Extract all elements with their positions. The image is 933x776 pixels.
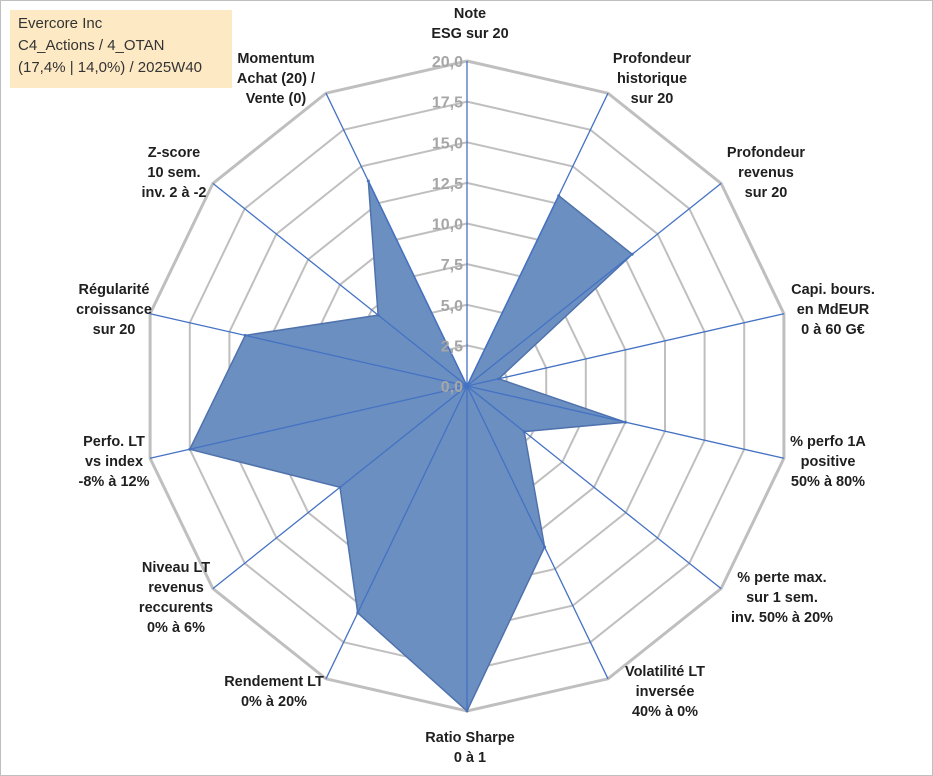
axis-label: Volatilité LT inversée 40% à 0% [625,662,705,722]
axis-spoke [466,313,785,387]
axis-label-line: Régularité [78,282,150,298]
axis-spoke [466,385,722,590]
axis-label: % perfo 1A positive 50% à 80% [790,432,866,492]
tick-label: 10,0 [432,217,463,234]
series-area [188,180,634,713]
axis-label: % perte max. sur 1 sem. inv. 50% à 20% [731,568,833,628]
axis-label-line: Volatilité LT [624,664,706,680]
axis-label: Régularité croissance sur 20 [76,280,152,340]
axis-label-line: revenus [148,580,204,596]
axis-label-line: Rendement LT [224,674,324,690]
tick-label: 5,0 [441,298,463,315]
axis-label: Perfo. LT vs index -8% à 12% [79,432,150,492]
info-box: Evercore Inc C4_Actions / 4_OTAN (17,4% … [10,10,232,88]
tick-layer: 0,0 2,5 5,0 7,5 10,0 12,5 15,0 17,5 20,0 [432,54,463,396]
tick-label: 12,5 [432,176,463,193]
axis-label: Rendement LT 0% à 20% [224,672,324,712]
axis-label-line: 50% à 80% [790,474,866,490]
tick-label: 17,5 [432,95,463,112]
info-category: C4_Actions / 4_OTAN [18,37,165,54]
axis-label-line: 10 sem. [147,165,201,181]
axis-label-line: inversée [635,684,695,700]
axis-label-line: Momentum [237,51,315,67]
axis-label-line: Capi. bours. [791,282,875,298]
tick-label: 2,5 [441,338,463,355]
axis-label-line: inv. 50% à 20% [730,610,834,626]
axis-label: Momentum Achat (20) / Vente (0) [237,49,315,109]
axis-label-line: Note [453,6,487,22]
axis-label-line: croissance [76,302,152,318]
axis-spoke [212,385,468,590]
axis-label: Note ESG sur 20 [431,4,508,44]
tick-label: 20,0 [432,54,463,71]
axis-spoke [466,385,785,459]
axis-label-line: 0% à 20% [240,694,308,710]
axis-label-line: Vente (0) [245,91,307,107]
tick-label: 0,0 [441,379,463,396]
axis-label-line: vs index [84,454,144,470]
axis-label: Profondeur revenus sur 20 [727,143,805,203]
axis-label-line: reccurents [138,600,214,616]
axis-label-line: sur 20 [744,185,788,201]
axis-spoke [466,182,722,387]
axis-label-line: 0% à 6% [146,620,206,636]
axis-label-line: sur 20 [630,91,674,107]
axis-spoke [325,385,468,680]
axis-label: Capi. bours. en MdEUR 0 à 60 G€ [791,280,875,340]
axis-label: Niveau LT revenus reccurents 0% à 6% [139,558,213,638]
axis-label: Ratio Sharpe 0 à 1 [425,728,514,768]
tick-label: 15,0 [432,135,463,152]
axis-label-line: revenus [738,165,794,181]
axis-label-line: Z-score [147,145,201,161]
axis-spoke [325,92,468,387]
axis-label: Z-score 10 sem. inv. 2 à -2 [141,143,206,203]
axis-label-line: Profondeur [726,145,806,161]
axis-label-line: 40% à 0% [631,704,699,720]
axis-label: Profondeur historique sur 20 [613,49,691,109]
tick-label: 7,5 [441,257,463,274]
axis-label-line: en MdEUR [796,302,870,318]
axis-label-line: % perte max. [737,570,827,586]
axis-label-line: Perfo. LT [83,434,145,450]
info-performance: (17,4% | 14,0%) / 2025W40 [18,59,202,76]
axis-label-line: positive [800,454,856,470]
axis-label-line: inv. 2 à -2 [141,185,207,201]
axis-label-line: historique [616,71,688,87]
axis-label-line: sur 1 sem. [746,590,818,606]
axis-spoke [212,182,468,387]
axis-label-line: 0 à 1 [453,750,487,766]
axis-label-line: 0 à 60 G€ [801,322,865,338]
axis-spoke [149,385,468,459]
axis-label-line: -8% à 12% [78,474,150,490]
axis-spoke [149,313,468,387]
axis-spoke [466,92,609,387]
axis-label-line: Profondeur [612,51,692,67]
series-layer [188,179,634,713]
axis-label-line: Achat (20) / [236,71,316,87]
axis-label-line: Ratio Sharpe [425,730,515,746]
axis-label-line: ESG sur 20 [431,26,509,42]
info-company: Evercore Inc [18,15,103,32]
axis-label-line: sur 20 [92,322,136,338]
axis-label-line: Niveau LT [141,560,211,576]
spoke-layer [149,61,785,711]
axis-label-line: % perfo 1A [790,434,866,450]
axis-spoke [466,385,609,680]
